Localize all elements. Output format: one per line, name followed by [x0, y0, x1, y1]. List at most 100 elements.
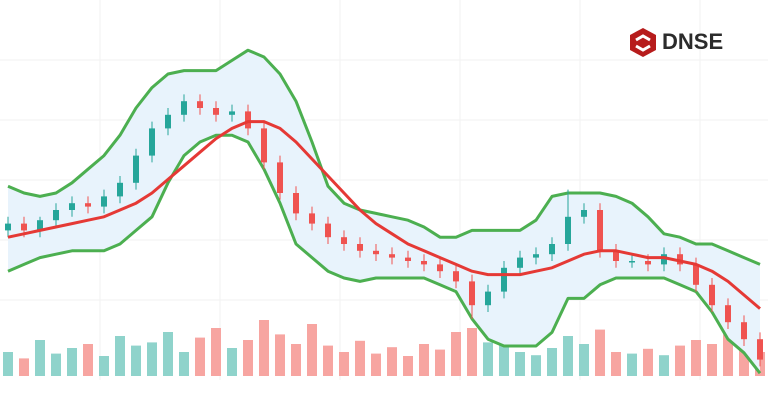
volume-bar — [707, 344, 717, 376]
candle-body — [517, 257, 523, 268]
volume-bar — [499, 345, 509, 376]
candle-body — [661, 254, 667, 265]
candle-body — [709, 284, 715, 306]
candle-body — [213, 108, 219, 115]
candle-body — [197, 101, 203, 108]
volume-bar — [451, 332, 461, 376]
volume-bar — [723, 334, 733, 376]
volume-bar — [691, 340, 701, 376]
volume-bar — [515, 352, 525, 376]
candle-body — [69, 203, 75, 210]
candle-body — [117, 182, 123, 197]
volume-bar — [675, 345, 685, 376]
logo-icon-stroke — [635, 44, 651, 52]
candle-body — [357, 244, 363, 251]
volume-bar — [179, 352, 189, 376]
candle-body — [309, 213, 315, 224]
candle-body — [389, 254, 395, 258]
volume-bar — [595, 329, 605, 376]
volume-bar — [259, 320, 269, 376]
candle-body — [597, 210, 603, 251]
candle-body — [85, 203, 91, 207]
candle-body — [293, 193, 299, 214]
volume-bar — [467, 328, 477, 376]
logo-text: DNSE — [662, 29, 723, 54]
volume-bar — [339, 352, 349, 376]
logo-icon-stroke — [635, 34, 651, 42]
volume-bar — [19, 358, 29, 376]
candle-body — [565, 216, 571, 244]
volume-bar — [99, 356, 109, 376]
candle-body — [437, 264, 443, 272]
volume-bar — [243, 340, 253, 376]
lower-band — [7, 133, 762, 375]
candle-body — [453, 271, 459, 282]
volume-bar — [531, 355, 541, 376]
candle-body — [229, 111, 235, 115]
volume-bar — [403, 356, 413, 376]
candle-body — [421, 261, 427, 265]
candle-body — [533, 254, 539, 258]
candle-body — [21, 223, 27, 231]
candle-body — [53, 210, 59, 221]
candle-body — [757, 339, 763, 360]
volume-bar — [195, 337, 205, 376]
candle-body — [501, 267, 507, 292]
candle-body — [677, 254, 683, 265]
volume-bar — [131, 345, 141, 376]
volume-bar — [659, 355, 669, 376]
candle-body — [645, 261, 651, 265]
candle-body — [149, 128, 155, 156]
volume-bar — [579, 344, 589, 376]
volume-bar — [323, 345, 333, 376]
volume-bar — [227, 348, 237, 376]
candle-body — [549, 244, 555, 255]
candle-body — [613, 250, 619, 261]
volume-bar — [147, 342, 157, 376]
volume-bar — [3, 352, 13, 376]
candle-body — [469, 281, 475, 306]
candle-body — [101, 196, 107, 207]
plot-area — [3, 48, 765, 376]
candle-body — [693, 264, 699, 285]
candle-body — [245, 111, 251, 129]
candle-body — [341, 237, 347, 244]
volume-bar — [611, 352, 621, 376]
logo: DNSE — [630, 28, 723, 57]
volume-bar — [35, 340, 45, 376]
volume-bar — [355, 340, 365, 376]
candle-body — [741, 322, 747, 340]
candle-body — [261, 128, 267, 163]
candle-body — [725, 305, 731, 323]
candle-body — [37, 220, 43, 231]
candle-body — [181, 101, 187, 115]
volume-bar — [739, 347, 749, 376]
candle-body — [325, 223, 331, 238]
candle-body — [165, 114, 171, 129]
candle-body — [405, 257, 411, 261]
candle-body — [5, 223, 11, 231]
logo-icon — [630, 28, 656, 57]
volume-bar — [563, 336, 573, 376]
volume-bar — [307, 324, 317, 376]
volume-bar — [371, 353, 381, 376]
volume-bar — [547, 348, 557, 376]
upper-band — [7, 48, 761, 266]
volume-bar — [387, 347, 397, 376]
band-fill — [8, 50, 760, 374]
volume-bar — [211, 328, 221, 376]
volume-bar — [291, 344, 301, 376]
volume-bar — [51, 353, 61, 376]
volume-bar — [83, 344, 93, 376]
volume-bar — [67, 348, 77, 376]
volume-bar — [115, 336, 125, 376]
middle-band — [7, 120, 761, 310]
volume-bar — [163, 332, 173, 376]
volume-bar — [483, 342, 493, 376]
volume-bar — [275, 334, 285, 376]
candle-body — [581, 210, 587, 217]
volume-bar — [627, 353, 637, 376]
candle-body — [133, 155, 139, 183]
